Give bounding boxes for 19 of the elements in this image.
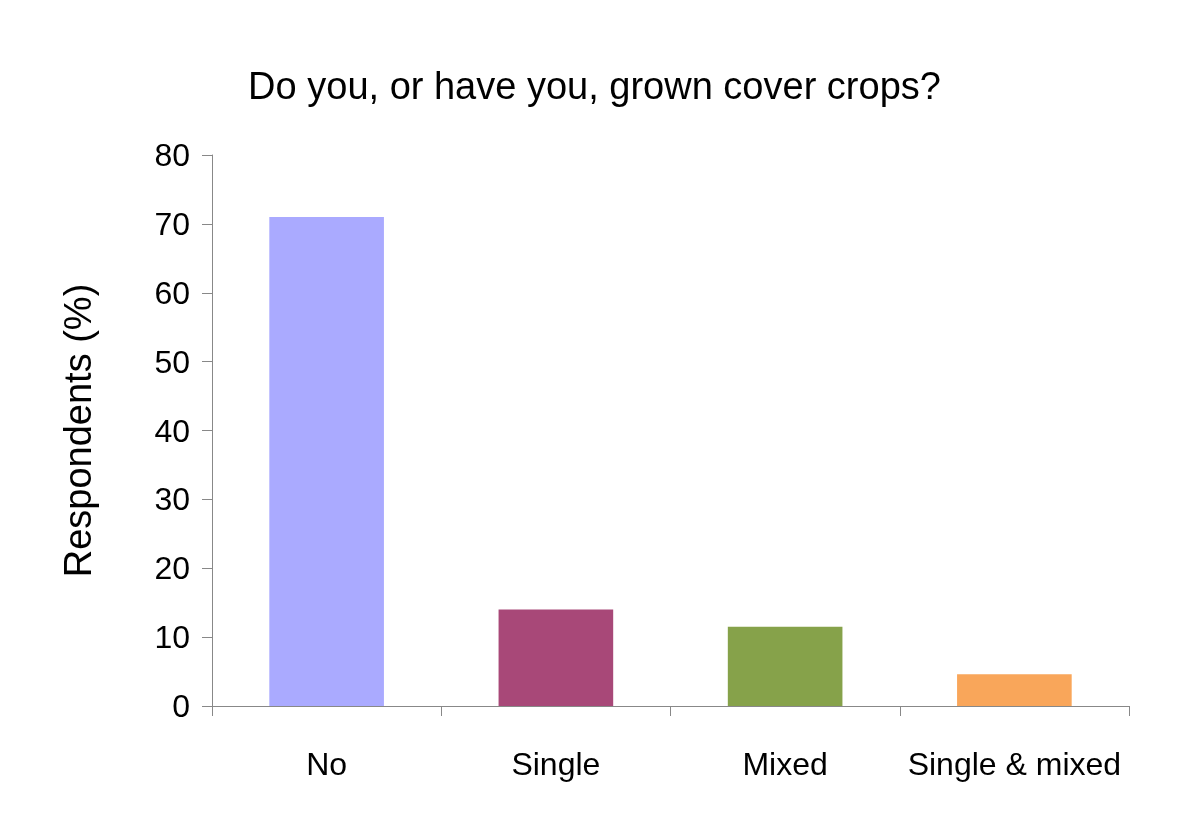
y-tick-label: 0 <box>172 688 190 724</box>
bar <box>957 674 1072 706</box>
y-tick-label: 70 <box>154 205 190 242</box>
y-tick-label: 30 <box>154 481 190 518</box>
y-tick-label: 10 <box>154 619 190 656</box>
y-tick-label: 80 <box>154 137 190 173</box>
x-tick-label: No <box>306 746 348 782</box>
x-tick-label: Single <box>511 746 601 782</box>
x-tick-label: Mixed <box>742 746 828 782</box>
chart-title: Do you, or have you, grown cover crops? <box>248 65 941 107</box>
bar <box>498 609 614 706</box>
bar <box>727 626 843 706</box>
bar <box>269 216 384 706</box>
y-axis-title: Respondents (%) <box>57 283 99 578</box>
x-tick-label: Single & mixed <box>907 746 1122 782</box>
y-tick-label: 50 <box>154 343 190 380</box>
y-tick-label: 40 <box>154 412 190 449</box>
y-tick-label: 60 <box>154 274 190 311</box>
y-tick-label: 20 <box>154 550 190 587</box>
